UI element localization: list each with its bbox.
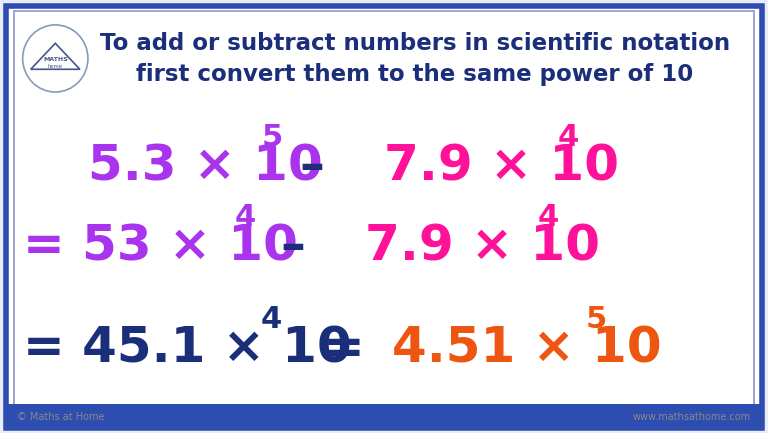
Text: 7.9 × 10: 7.9 × 10 xyxy=(365,223,600,271)
Text: MATHS: MATHS xyxy=(43,57,68,62)
FancyBboxPatch shape xyxy=(6,6,762,428)
Text: 4: 4 xyxy=(558,123,579,152)
Text: home: home xyxy=(48,64,63,69)
Text: 5: 5 xyxy=(585,305,607,333)
Text: –: – xyxy=(280,223,305,271)
Text: = 53 × 10: = 53 × 10 xyxy=(23,223,298,271)
Text: 4: 4 xyxy=(538,203,559,232)
Text: = 45.1 × 10: = 45.1 × 10 xyxy=(23,325,352,372)
Ellipse shape xyxy=(22,25,88,92)
Text: 5: 5 xyxy=(262,123,283,152)
Text: =: = xyxy=(323,325,364,372)
FancyBboxPatch shape xyxy=(6,404,762,428)
Text: –: – xyxy=(300,143,324,191)
Text: www.mathsathome.com: www.mathsathome.com xyxy=(633,411,751,422)
Text: To add or subtract numbers in scientific notation: To add or subtract numbers in scientific… xyxy=(100,32,730,55)
Text: first convert them to the same power of 10: first convert them to the same power of … xyxy=(136,63,694,86)
Text: 4: 4 xyxy=(234,203,256,232)
Text: 5.3 × 10: 5.3 × 10 xyxy=(88,143,323,191)
Text: 4: 4 xyxy=(261,305,283,333)
Text: 4.51 × 10: 4.51 × 10 xyxy=(392,325,661,372)
Text: 7.9 × 10: 7.9 × 10 xyxy=(384,143,619,191)
Text: © Maths at Home: © Maths at Home xyxy=(17,411,104,422)
